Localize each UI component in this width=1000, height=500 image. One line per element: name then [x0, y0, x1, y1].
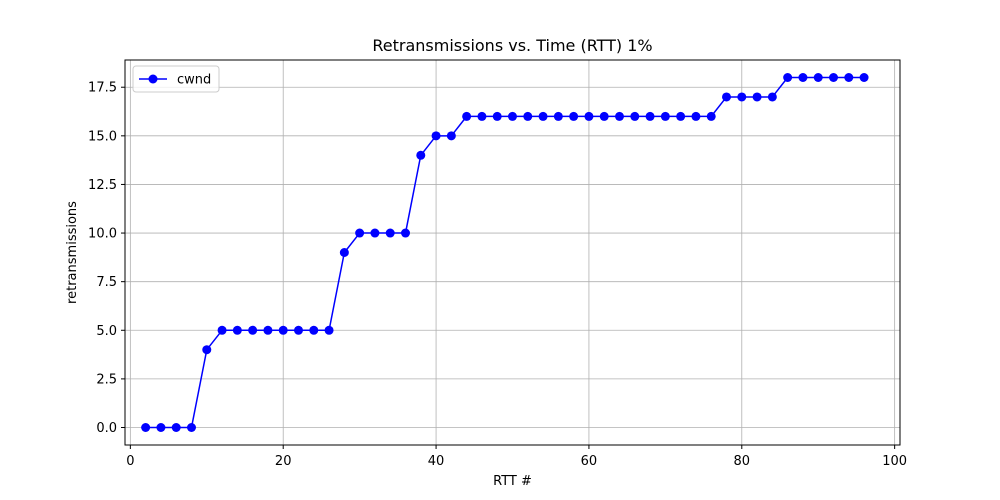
- y-tick-label: 17.5: [88, 81, 117, 96]
- x-tick-label: 20: [275, 454, 292, 469]
- data-point: [630, 111, 640, 121]
- data-point: [783, 73, 793, 82]
- data-point: [370, 228, 380, 238]
- data-point: [615, 111, 625, 121]
- data-point: [263, 325, 273, 335]
- data-point: [385, 228, 395, 238]
- data-point: [798, 73, 808, 82]
- data-point: [553, 111, 563, 121]
- y-tick-label: 10.0: [88, 227, 117, 242]
- chart-title: Retransmissions vs. Time (RTT) 1%: [372, 36, 652, 55]
- data-point: [141, 423, 151, 432]
- data-point: [232, 325, 242, 335]
- y-tick-label: 12.5: [88, 178, 117, 193]
- data-point: [569, 111, 579, 121]
- data-point: [660, 111, 670, 121]
- data-point: [431, 131, 441, 141]
- legend-marker-swatch: [148, 74, 158, 84]
- data-point: [477, 111, 487, 121]
- data-point: [278, 325, 288, 335]
- data-point: [752, 92, 762, 102]
- x-tick-label: 100: [882, 454, 907, 469]
- data-point: [462, 111, 472, 121]
- data-point: [676, 111, 686, 121]
- y-tick-label: 7.5: [96, 275, 117, 290]
- data-point: [859, 73, 869, 82]
- data-point: [355, 228, 365, 238]
- data-point: [400, 228, 410, 238]
- data-point: [492, 111, 502, 121]
- y-tick-label: 0.0: [96, 421, 117, 436]
- data-point: [202, 345, 212, 355]
- data-point: [737, 92, 747, 102]
- x-tick-label: 40: [428, 454, 445, 469]
- data-point: [767, 92, 777, 102]
- data-point: [584, 111, 594, 121]
- y-tick-label: 5.0: [96, 324, 117, 339]
- data-point: [829, 73, 839, 82]
- legend-label: cwnd: [177, 73, 211, 88]
- data-point: [217, 325, 227, 335]
- data-point: [156, 423, 166, 432]
- data-point: [844, 73, 854, 82]
- y-tick-label: 15.0: [88, 129, 117, 144]
- data-point: [324, 325, 334, 335]
- data-point: [446, 131, 456, 141]
- data-point: [339, 248, 349, 257]
- x-tick-label: 60: [581, 454, 598, 469]
- data-point: [645, 111, 655, 121]
- y-axis-label: retransmissions: [65, 201, 80, 304]
- data-point: [248, 325, 258, 335]
- data-point: [508, 111, 517, 121]
- data-point: [722, 92, 732, 102]
- data-point: [706, 111, 716, 121]
- x-axis-label: RTT #: [493, 474, 532, 489]
- data-point: [186, 423, 196, 432]
- data-point: [171, 423, 181, 432]
- legend-box: [132, 65, 220, 93]
- data-point: [538, 111, 548, 121]
- series-area: [141, 73, 869, 432]
- plot-frame: [124, 59, 901, 446]
- legend: cwnd: [132, 65, 220, 93]
- x-tick-label: 0: [126, 454, 134, 469]
- data-point: [309, 325, 319, 335]
- data-point: [523, 111, 533, 121]
- x-tick-label: 80: [734, 454, 751, 469]
- data-point: [691, 111, 701, 121]
- y-axis: 0.0 2.5 5.0 7.5 10.0 12.5 15.0 17.5: [88, 81, 125, 436]
- x-axis: 0 20 40 60 80 100: [126, 445, 907, 469]
- data-point: [293, 325, 303, 335]
- data-point: [416, 150, 426, 160]
- data-point: [599, 111, 609, 121]
- data-point: [813, 73, 823, 82]
- y-tick-label: 2.5: [96, 372, 117, 387]
